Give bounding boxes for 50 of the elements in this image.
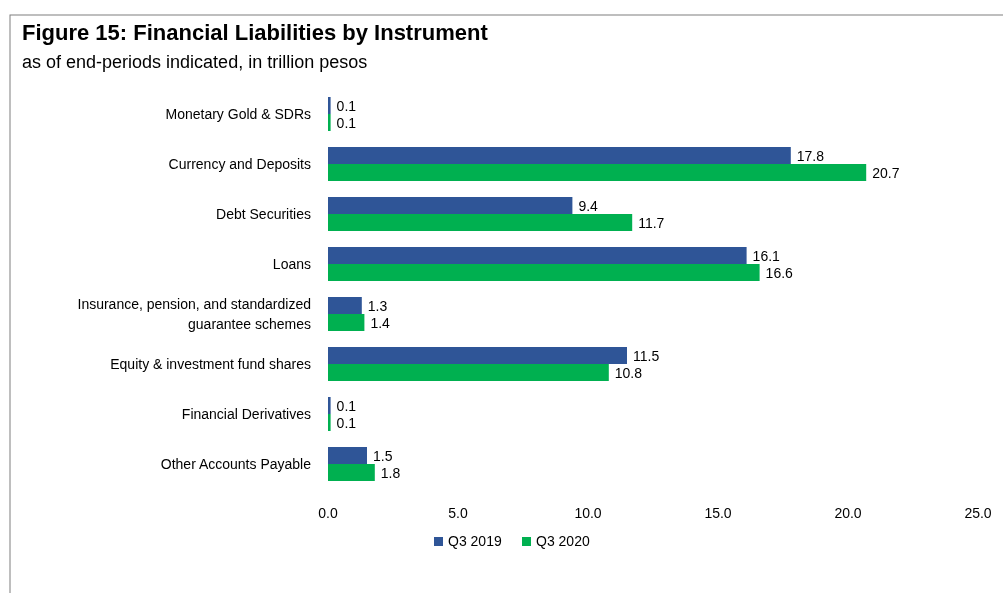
data-label: 16.6 <box>765 264 794 281</box>
legend-label: Q3 2020 <box>536 533 590 549</box>
data-label: 1.5 <box>373 447 393 464</box>
x-tick-label: 25.0 <box>964 505 992 521</box>
bar <box>328 397 331 414</box>
x-tick-label: 0.0 <box>318 505 338 521</box>
x-tick-label: 15.0 <box>704 505 732 521</box>
data-label: 16.1 <box>752 247 781 264</box>
y-tick-label: Currency and Deposits <box>168 156 311 172</box>
bar <box>328 214 633 231</box>
chart-subtitle: as of end-periods indicated, in trillion pesos <box>22 52 368 72</box>
bar <box>328 147 791 164</box>
y-tick-label: Other Accounts Payable <box>160 456 312 472</box>
bar <box>328 414 331 431</box>
x-tick-label: 10.0 <box>574 505 602 521</box>
bar <box>328 347 627 364</box>
y-tick-label: Insurance, pension, and standardized guarantee schemes <box>77 296 311 332</box>
bar <box>328 447 367 464</box>
data-label: 1.8 <box>380 464 401 481</box>
data-label: 0.1 <box>336 397 357 414</box>
data-label: 0.1 <box>336 414 357 431</box>
y-tick-label: Debt Securities <box>216 206 311 222</box>
data-label: 9.4 <box>578 197 599 214</box>
data-label: 1.4 <box>370 314 391 331</box>
data-label: 1.3 <box>367 297 388 314</box>
data-label: 10.8 <box>614 364 643 381</box>
bar <box>328 297 362 314</box>
data-label: 20.7 <box>872 164 900 181</box>
y-tick-label: Financial Derivatives <box>181 406 311 422</box>
bar <box>328 464 375 481</box>
bar <box>328 164 867 181</box>
legend-label: Q3 2019 <box>448 533 502 549</box>
x-tick-label: 5.0 <box>448 505 468 521</box>
data-label: 11.5 <box>633 347 660 364</box>
bar <box>328 314 365 331</box>
bar <box>328 364 609 381</box>
chart-title: Figure 15: Financial Liabilities by Instrument <box>22 20 489 45</box>
y-tick-label: Monetary Gold & SDRs <box>165 106 311 122</box>
data-label: 17.8 <box>796 147 825 164</box>
data-label: 0.1 <box>336 114 357 131</box>
x-tick-label: 20.0 <box>834 505 862 521</box>
data-label: 11.7 <box>638 214 665 231</box>
bar <box>328 247 747 264</box>
data-label: 0.1 <box>336 97 357 114</box>
bar <box>328 114 331 131</box>
bar <box>328 97 331 114</box>
bar <box>328 264 760 281</box>
y-tick-label: Equity & investment fund shares <box>110 356 311 372</box>
bar <box>328 197 573 214</box>
y-tick-label: Loans <box>272 256 311 272</box>
